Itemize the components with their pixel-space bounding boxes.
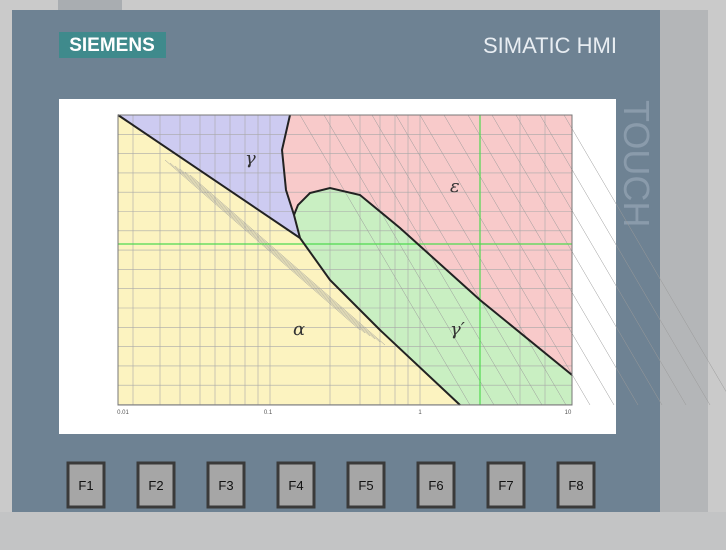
phase-diagram: γ ε α γ′ 0.01 0.1 1 10	[117, 114, 726, 416]
isoline	[347, 114, 519, 406]
phase-label: α	[293, 319, 305, 340]
isoline	[179, 168, 376, 340]
function-key[interactable]	[346, 461, 386, 509]
touch-label: TOUCH	[616, 100, 657, 227]
function-key-label: F6	[428, 478, 443, 493]
function-key-label: F4	[288, 478, 303, 493]
isoline	[169, 162, 366, 334]
isoline	[164, 159, 361, 331]
phase-label: ε	[450, 176, 460, 197]
isoline	[467, 114, 639, 406]
function-key-label: F3	[218, 478, 233, 493]
brand: SIEMENS	[69, 35, 155, 56]
isoline	[299, 114, 471, 406]
top-tab	[58, 0, 122, 12]
bottom-strip	[0, 512, 726, 550]
gamma-prime-region	[294, 188, 572, 405]
phase-label: γ′	[450, 319, 465, 340]
x-tick-label: 0.1	[264, 410, 273, 416]
side-strip	[660, 10, 708, 512]
x-tick-label: 10	[565, 410, 572, 416]
isoline	[419, 114, 591, 406]
isoline	[395, 114, 567, 406]
isoline	[515, 114, 687, 406]
isoline	[174, 165, 371, 337]
function-key-label: F7	[498, 478, 513, 493]
function-key-label: F5	[358, 478, 373, 493]
function-key[interactable]	[136, 461, 176, 509]
function-key[interactable]	[66, 461, 106, 509]
brand-badge	[59, 32, 166, 58]
isoline	[371, 114, 543, 406]
x-tick-label: 0.01	[117, 410, 129, 416]
isoline	[184, 171, 381, 343]
isoline	[563, 114, 726, 392]
epsilon-region	[282, 115, 572, 375]
function-key[interactable]	[486, 461, 526, 509]
phase-boundary	[280, 114, 301, 239]
function-key[interactable]	[206, 461, 246, 509]
isoline	[539, 114, 711, 406]
alpha-region	[118, 115, 460, 405]
phase-label: γ	[245, 148, 256, 169]
x-tick-label: 1	[418, 410, 422, 416]
isoline	[323, 114, 495, 406]
isoline	[189, 174, 386, 346]
isoline	[491, 114, 663, 406]
function-key[interactable]	[556, 461, 596, 509]
function-key-label: F8	[568, 478, 583, 493]
function-key[interactable]	[276, 461, 316, 509]
phase-boundary	[117, 114, 461, 406]
phase-boundary	[293, 186, 573, 376]
function-key[interactable]	[416, 461, 456, 509]
function-key-label: F1	[78, 478, 93, 493]
isoline	[443, 114, 615, 406]
plot-frame	[117, 114, 573, 406]
product-name: SIMATIC HMI	[483, 33, 617, 58]
function-key-label: F2	[148, 478, 163, 493]
